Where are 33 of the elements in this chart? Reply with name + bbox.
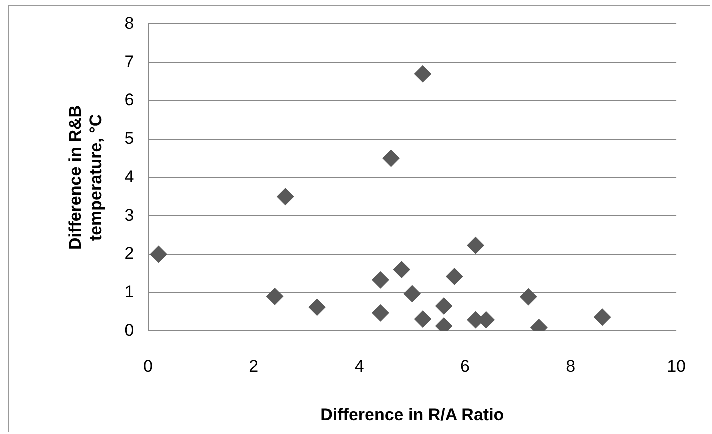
x-tick-label: 8 xyxy=(566,357,576,376)
x-tick-label: 0 xyxy=(144,357,153,376)
point xyxy=(308,298,326,316)
point xyxy=(382,150,400,168)
point xyxy=(520,288,538,306)
y-tick-label: 5 xyxy=(124,129,134,148)
y-tick-label: 3 xyxy=(124,206,134,225)
point xyxy=(414,310,432,328)
y-tick-label: 4 xyxy=(124,167,134,186)
y-tick-label: 8 xyxy=(124,14,134,33)
point xyxy=(467,237,484,254)
point xyxy=(150,246,168,263)
point xyxy=(372,272,390,289)
y-tick-label: 2 xyxy=(124,244,134,264)
point xyxy=(414,66,432,83)
point xyxy=(393,261,410,278)
point xyxy=(372,304,390,322)
y-tick-label: 6 xyxy=(124,90,134,110)
point xyxy=(277,188,294,206)
point xyxy=(594,308,612,326)
x-tick-label: 2 xyxy=(249,357,259,376)
y-axis-title: Difference in R&B temperature, °C xyxy=(66,105,106,250)
point xyxy=(266,288,284,306)
y-tick-label: 0 xyxy=(124,320,134,340)
point xyxy=(436,298,453,315)
y-tick-label: 7 xyxy=(124,52,134,72)
point xyxy=(404,285,421,302)
x-tick-label: 6 xyxy=(460,357,470,376)
point xyxy=(446,268,464,286)
y-tick-label: 1 xyxy=(124,282,134,302)
x-axis-title: Difference in R/A Ratio xyxy=(320,405,504,424)
x-tick-label: 4 xyxy=(354,357,364,376)
x-tick-label: 10 xyxy=(667,357,686,376)
